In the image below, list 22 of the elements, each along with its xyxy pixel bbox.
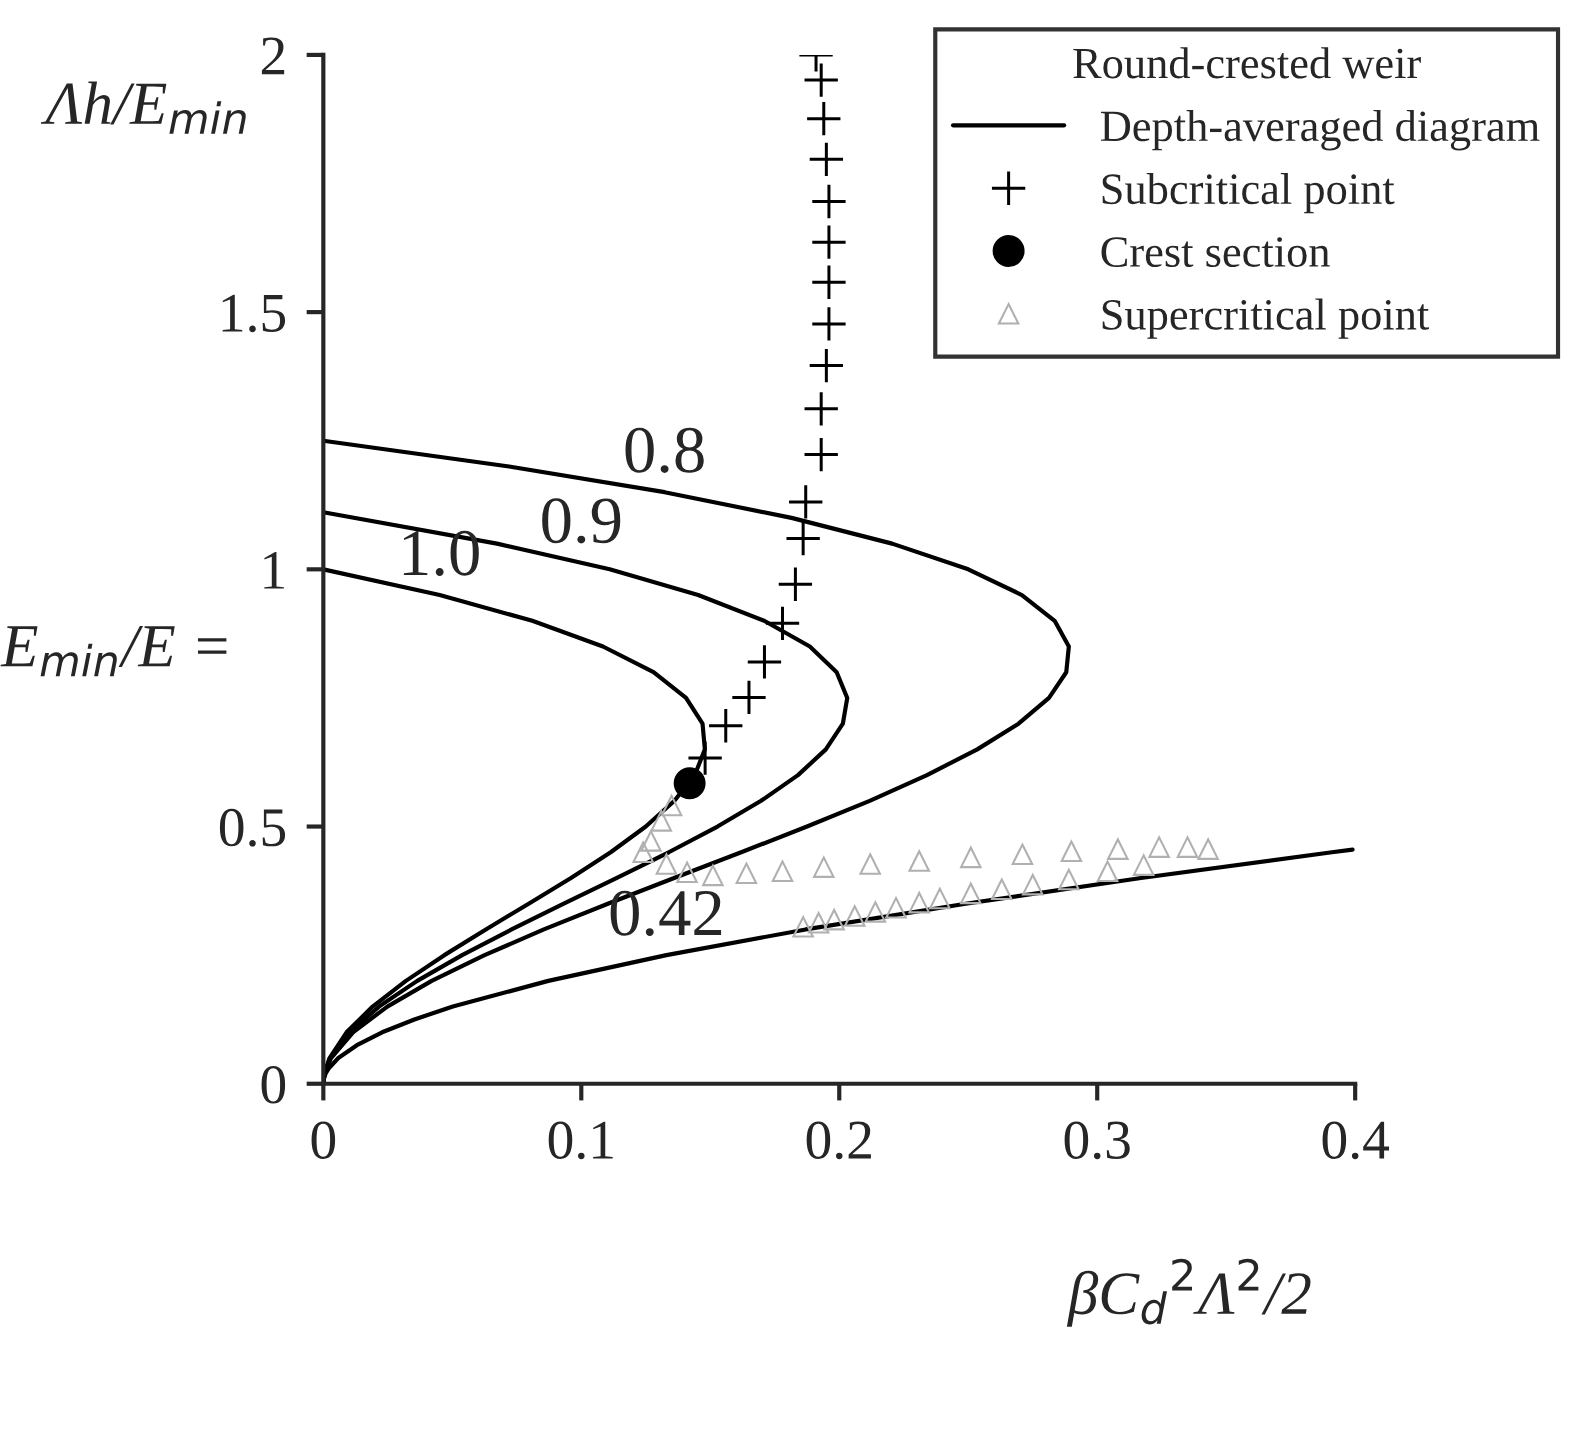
x-axis-title: βC$_{d}$$^{2}$Λ$^{2}$/2 (1066, 1258, 1311, 1327)
annotation: 0.9 (542, 498, 621, 544)
legend-label: Subcritical point (1102, 172, 1395, 214)
x-tick-label: 0.1 (548, 1121, 613, 1160)
x-tick-label: 0.4 (1322, 1121, 1390, 1160)
y-tick-label: 0.5 (219, 808, 286, 847)
y-tick-label: 2 (261, 37, 285, 75)
x-tick-label: 0.2 (806, 1121, 871, 1160)
legend-title: Round-crested weir (1073, 47, 1421, 79)
y-tick-label: 1.5 (222, 294, 286, 333)
legend-label: Supercritical point (1102, 298, 1429, 339)
annotation: 0.8 (625, 427, 704, 474)
x-tick-label: 0.3 (1064, 1121, 1130, 1160)
y-tick-label: 0 (261, 1066, 286, 1104)
text: E$_{min}$/E = (0, 626, 227, 677)
x-tick-label: 0 (311, 1121, 336, 1159)
annotation: 0.42 (610, 890, 722, 937)
legend-label: Depth-averaged diagram (1100, 110, 1540, 151)
annotation: 1.0 (403, 530, 479, 576)
legend-label: Crest section (1101, 237, 1330, 268)
y-axis-title: Λh/E$_{min}$ (40, 81, 246, 134)
y-tick-label: 1 (264, 551, 284, 589)
